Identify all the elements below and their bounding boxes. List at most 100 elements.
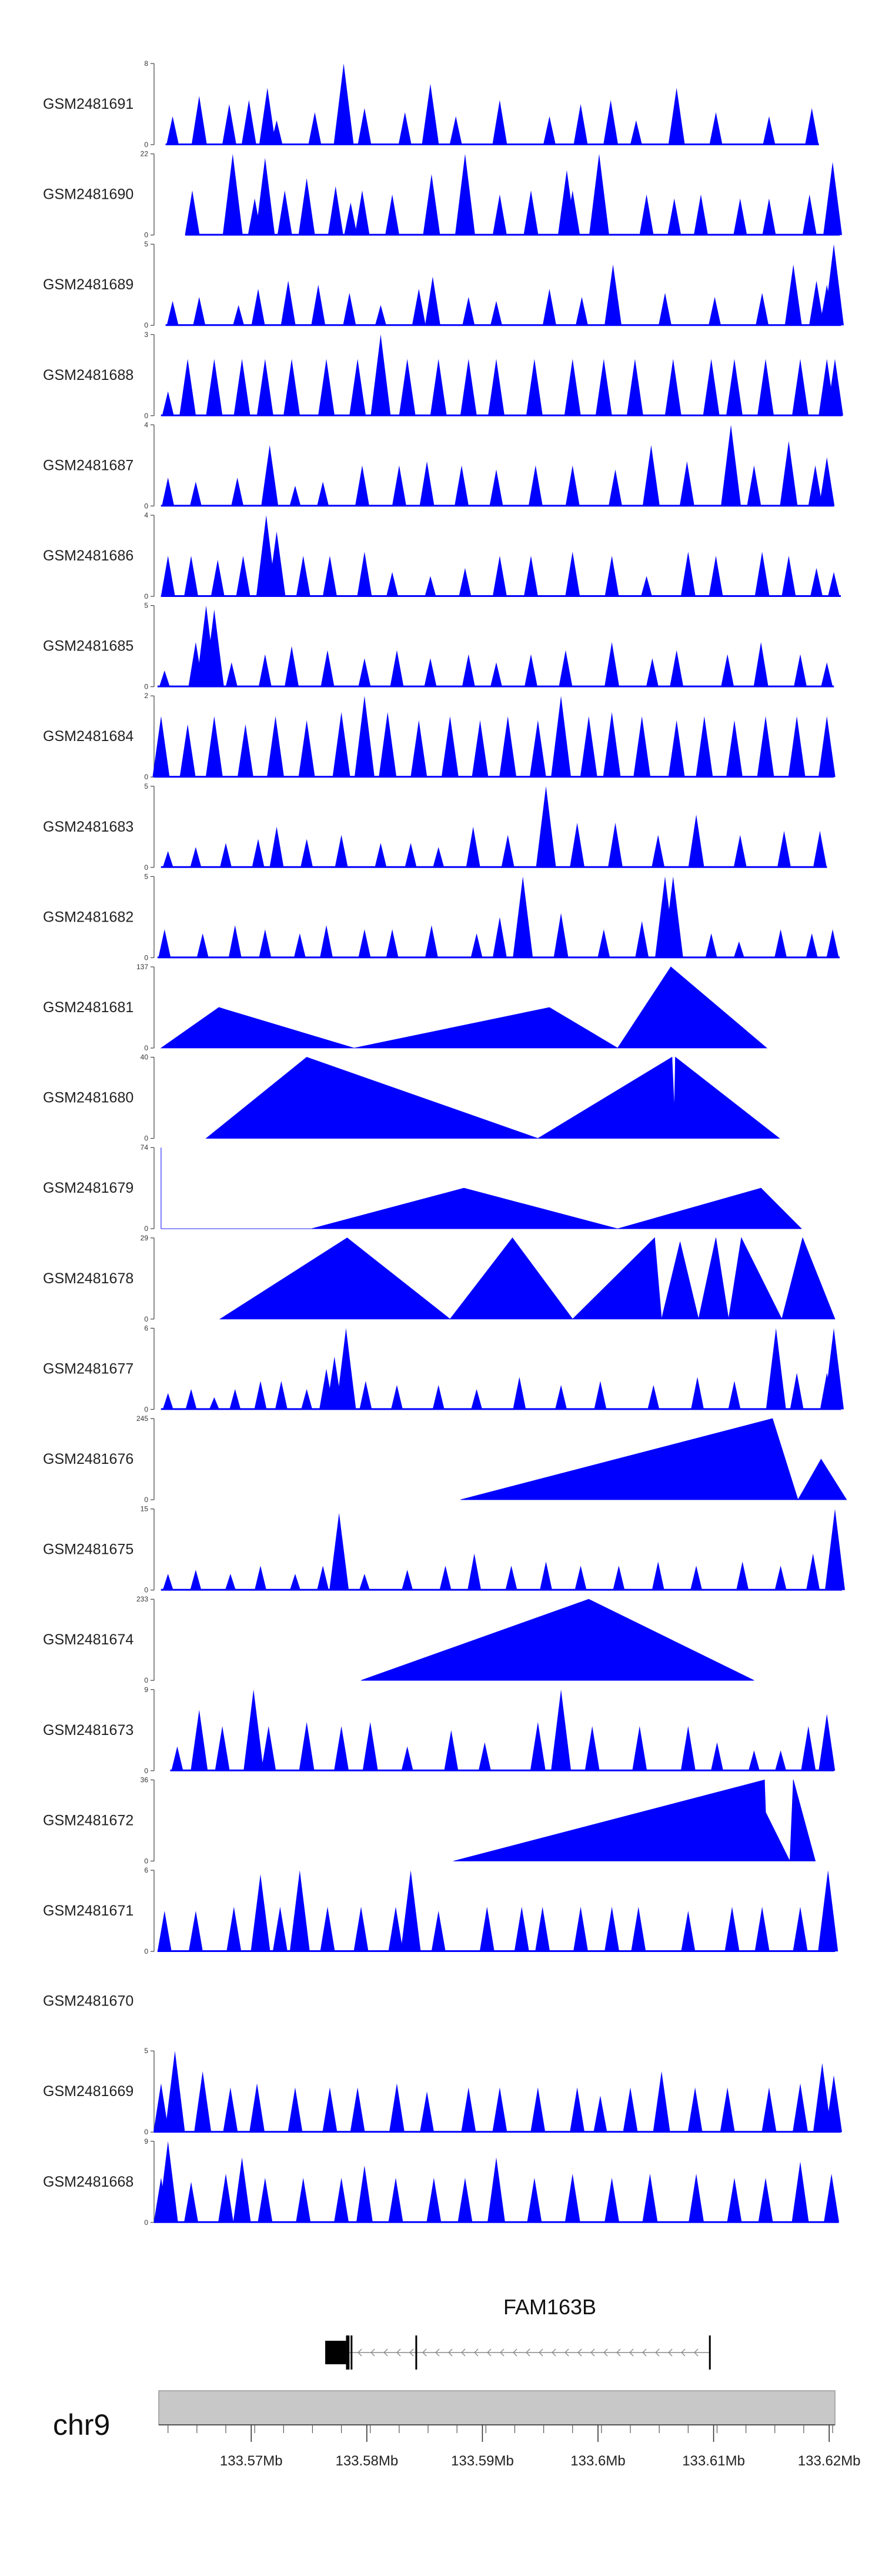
strand-arrow [370,2348,375,2357]
coverage-marks [157,605,834,688]
coverage-peak [794,654,807,687]
coverage-peak [774,929,787,958]
y-tick-label: 0 [144,953,148,962]
coverage-peak [209,1397,219,1410]
coverage-peak [194,2071,212,2133]
gene-exon [709,2335,711,2370]
track-sample-label: GSM2481680 [43,1090,133,1106]
coverage-peak [425,576,436,596]
coverage-peak [492,2087,507,2133]
coverage-peak [823,162,843,235]
coverage-peak [818,716,836,778]
y-tick-label: 233 [136,1595,148,1603]
coverage-peak [459,568,472,596]
y-axis: 137 0 [136,963,155,1052]
coverage-peak [449,116,462,145]
coverage-peak [551,1689,572,1771]
track-sample-label: GSM2481669 [43,2083,133,2100]
coverage-peak [250,1874,270,1951]
strand-arrow [539,2348,543,2357]
coverage-peak [322,556,337,596]
coverage-peak [471,1389,483,1410]
coverage-peak [320,650,335,687]
coverage-peak [633,716,651,778]
coverage-peak [277,190,292,235]
chromosome-band [158,2390,836,2425]
y-tick-label: 74 [141,1143,149,1152]
coverage-peak [646,658,659,687]
y-tick-label: 245 [136,1414,148,1423]
track-sample-label: GSM2481673 [43,1722,133,1739]
coverage-peak [300,839,313,867]
y-tick-label: 0 [144,1857,148,1865]
coverage-peak [375,843,387,867]
coverage-peak [236,556,250,596]
y-tick-label: 5 [144,240,148,248]
coverage-peak [388,2177,403,2223]
strand-arrow [694,2348,699,2357]
track-GSM2481678: GSM2481678 29 0 [43,1234,836,1323]
coverage-peak [526,359,543,416]
coverage-peak [670,650,684,687]
y-tick-label: 0 [144,592,148,600]
coverage-peak [631,1907,646,1951]
coverage-peak [604,642,620,687]
coverage-peak [603,100,619,145]
coverage-peak [642,2174,658,2223]
coverage-peak [425,276,440,326]
coverage-peak [584,1726,600,1771]
coverage-peak [487,2157,506,2223]
y-tick-label: 36 [141,1776,149,1784]
y-tick-label: 0 [144,321,148,329]
track-GSM2481676: GSM2481676 245 0 [43,1414,847,1504]
coverage-area [460,1418,847,1500]
coverage-peak [529,720,546,778]
strand-arrow [358,2348,362,2357]
coverage-peak [527,2177,542,2223]
coverage-marks [153,2141,840,2223]
coverage-peak [460,359,477,416]
coverage-peak [223,2087,238,2133]
coverage-peak [433,847,445,867]
coverage-peak [630,120,642,145]
y-axis: 60 [144,1866,155,1956]
coverage-peak [466,826,480,867]
coverage-peak [827,359,843,416]
coverage-peak [358,929,371,958]
coverage-peak [426,2177,442,2223]
track-sample-label: GSM2481681 [43,999,133,1016]
coverage-peak [818,1870,838,1951]
coverage-peak [412,289,426,326]
gene-track: FAM163B [325,2295,711,2370]
strand-arrow [383,2348,388,2357]
coverage-peak [733,941,744,958]
coverage-peak [792,359,809,416]
track-sample-label: GSM2481679 [43,1180,133,1196]
coverage-area [160,966,768,1049]
coverage-peak [162,1393,173,1410]
y-axis: 50 [144,2047,155,2136]
coverage-peak [499,716,517,778]
coverage-peak [322,2087,338,2133]
position-label: 133.61Mb [682,2453,745,2469]
coverage-peak [162,391,174,416]
coverage-peak [328,186,343,235]
coverage-peak [288,2087,303,2133]
coverage-peak [505,1566,517,1590]
coverage-peak [401,1746,413,1771]
coverage-peak [357,552,372,596]
coverage-peak [386,572,399,596]
coverage-peak [218,2174,234,2223]
coverage-marks [157,1870,838,1952]
coverage-marks [185,154,843,236]
coverage-peak [553,913,569,958]
coverage-area [205,1056,780,1139]
coverage-peak [565,465,580,506]
coverage-peak [790,1373,804,1410]
y-axis: 74 0 [141,1143,155,1233]
y-axis: 60 [144,1324,155,1413]
coverage-peak [159,670,170,687]
